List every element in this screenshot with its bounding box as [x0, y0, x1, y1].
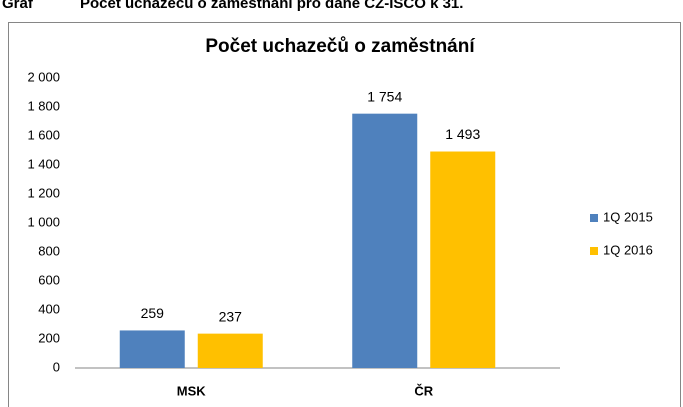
caption-text: Počet uchazečů o zaměstnání pro dané CZ-…	[80, 0, 463, 12]
data-label: 259	[141, 305, 165, 321]
bar	[430, 151, 496, 368]
caption-number: Graf	[2, 0, 34, 12]
legend-label: 1Q 2016	[603, 242, 653, 257]
data-label: 1 493	[445, 126, 480, 142]
x-tick-label: MSK	[177, 383, 207, 398]
bar	[197, 333, 263, 368]
y-tick-label: 400	[38, 301, 60, 316]
chart-frame	[8, 22, 681, 407]
y-tick-label: 1 400	[27, 156, 60, 171]
legend-label: 1Q 2015	[603, 209, 653, 224]
y-tick-label: 200	[38, 330, 60, 345]
y-tick-label: 1 600	[27, 127, 60, 142]
y-tick-label: 800	[38, 243, 60, 258]
x-tick-label: ČR	[414, 383, 433, 398]
legend-swatch	[590, 247, 598, 255]
data-label: 237	[219, 308, 243, 324]
y-tick-label: 1 000	[27, 214, 60, 229]
bar	[352, 113, 418, 368]
y-tick-label: 1 200	[27, 185, 60, 200]
chart-title: Počet uchazečů o zaměstnání	[205, 36, 475, 57]
y-tick-label: 2 000	[27, 69, 60, 84]
data-label: 1 754	[367, 88, 402, 104]
legend-swatch	[590, 214, 598, 222]
bar	[119, 330, 185, 368]
y-tick-label: 600	[38, 272, 60, 287]
y-tick-label: 0	[53, 359, 60, 374]
y-tick-label: 1 800	[27, 98, 60, 113]
